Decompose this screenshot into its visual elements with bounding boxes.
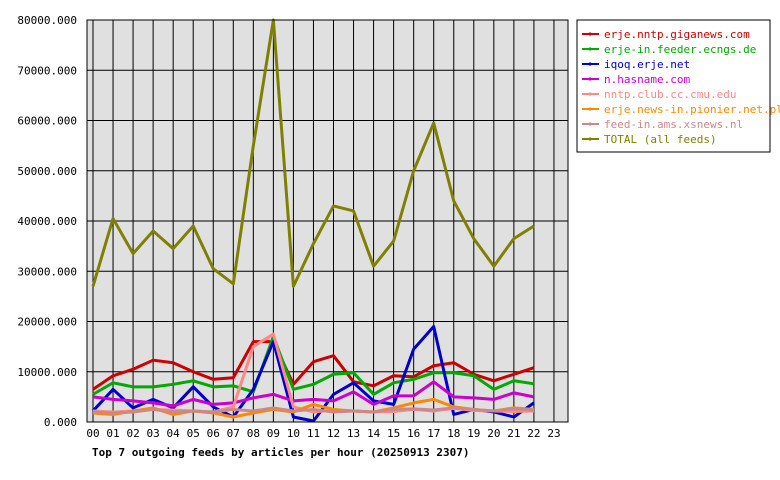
legend: erje.nntp.giganews.com erje-in.feeder.ecn… [576, 19, 780, 153]
legend-entry: iqoq.erje.net [604, 58, 690, 71]
legend-entry: n.hasname.com [604, 73, 690, 86]
x-tick-label: 10 [287, 427, 300, 440]
x-tick-label: 01 [106, 427, 119, 440]
legend-marker [588, 77, 592, 81]
x-tick-label: 12 [327, 427, 340, 440]
y-tick-label: 20000.000 [17, 316, 77, 329]
y-tick-label: 50000.000 [17, 165, 77, 178]
x-tick-label: 05 [187, 427, 200, 440]
y-tick-label: 10000.000 [17, 366, 77, 379]
y-tick-labels: 0.000 10000.000 20000.000 30000.000 40000.00… [17, 14, 77, 429]
plot-frame [86, 19, 569, 423]
legend-entry: TOTAL (all feeds) [604, 133, 717, 146]
x-tick-label: 19 [467, 427, 480, 440]
legend-marker [588, 32, 592, 36]
legend-marker [588, 107, 592, 111]
legend-entry: erje.nntp.giganews.com [604, 28, 750, 41]
legend-entry: erje.news-in.pionier.net.pl [604, 103, 780, 116]
series-line [92, 406, 534, 415]
series-line [91, 18, 535, 288]
y-tick-label: 0.000 [44, 416, 77, 429]
x-tick-label: 18 [447, 427, 460, 440]
x-tick-label: 20 [487, 427, 500, 440]
legend-marker [588, 122, 592, 126]
series-line [92, 340, 535, 391]
x-tick-label: 06 [207, 427, 220, 440]
y-tick-label: 30000.000 [17, 265, 77, 278]
legend-entry: feed-in.ams.xsnews.nl [604, 118, 743, 131]
series-lines [91, 18, 535, 423]
axes [86, 19, 569, 423]
x-tick-label: 11 [307, 427, 320, 440]
x-tick-label: 21 [507, 427, 520, 440]
series-line [92, 380, 535, 408]
grid-lines [87, 19, 568, 423]
x-tick-label: 03 [147, 427, 160, 440]
x-tick-label: 17 [427, 427, 440, 440]
legend-marker [588, 47, 592, 51]
x-tick-label: 14 [367, 427, 381, 440]
chart-title: Top 7 outgoing feeds by articles per hou… [92, 446, 470, 459]
x-tick-label: 09 [267, 427, 280, 440]
y-tick-label: 80000.000 [17, 14, 77, 27]
x-tick-label: 13 [347, 427, 360, 440]
x-tick-label: 23 [547, 427, 560, 440]
y-tick-label: 40000.000 [17, 215, 77, 228]
x-tick-label: 07 [227, 427, 240, 440]
legend-marker [588, 62, 592, 66]
y-tick-label: 60000.000 [17, 115, 77, 128]
x-tick-label: 08 [247, 427, 260, 440]
legend-entry: nntp.club.cc.cmu.edu [604, 88, 736, 101]
x-tick-label: 16 [407, 427, 420, 440]
x-tick-label: 15 [387, 427, 400, 440]
x-tick-label: 22 [527, 427, 540, 440]
x-tick-label: 00 [86, 427, 99, 440]
legend-box [576, 19, 771, 153]
y-tick-label: 70000.000 [17, 64, 77, 77]
series-line [92, 335, 535, 396]
x-tick-labels: 00 01 02 03 04 05 06 07 08 09 10 11 12 13 14 15 16 17 18 19… [86, 427, 560, 440]
legend-entry: erje-in.feeder.ecngs.de [604, 43, 756, 56]
legend-marker [588, 137, 592, 141]
legend-marker [588, 92, 592, 96]
x-tick-label: 04 [167, 427, 181, 440]
x-tick-label: 02 [126, 427, 139, 440]
